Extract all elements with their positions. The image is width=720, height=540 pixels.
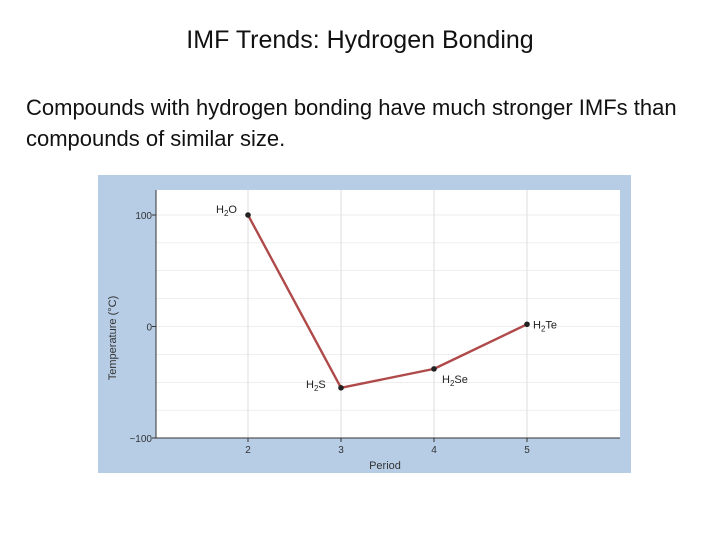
x-tick-label: 2 bbox=[245, 445, 251, 456]
slide-title: IMF Trends: Hydrogen Bonding bbox=[186, 26, 534, 54]
data-point bbox=[431, 366, 437, 372]
x-tick-label: 4 bbox=[431, 445, 437, 456]
x-axis-title: Period bbox=[369, 460, 401, 472]
plot-area bbox=[156, 190, 620, 438]
y-tick-label: 100 bbox=[135, 211, 152, 222]
chart-svg: 100 0 −100 2 3 4 5 Period Temperature (°C) H2O H2S… bbox=[107, 190, 620, 472]
data-point-label: H2Te bbox=[533, 319, 557, 333]
data-point bbox=[338, 385, 344, 391]
x-tick-label: 3 bbox=[338, 445, 344, 456]
y-tick-label: −100 bbox=[129, 434, 152, 445]
slide-body-text: Compounds with hydrogen bonding have muc… bbox=[26, 95, 677, 151]
data-point bbox=[524, 321, 530, 328]
boiling-point-chart: 100 0 −100 2 3 4 5 Period Temperature (°C) H2O H2S… bbox=[98, 175, 631, 473]
y-axis-title: Temperature (°C) bbox=[107, 296, 119, 380]
series-line bbox=[246, 214, 528, 390]
data-point-label: H2S bbox=[306, 379, 326, 393]
data-point-label: H2O bbox=[216, 204, 237, 218]
x-tick-label: 5 bbox=[524, 445, 530, 456]
data-point-label: H2Se bbox=[442, 374, 468, 388]
y-tick-label: 0 bbox=[146, 323, 152, 334]
data-point bbox=[245, 212, 251, 218]
